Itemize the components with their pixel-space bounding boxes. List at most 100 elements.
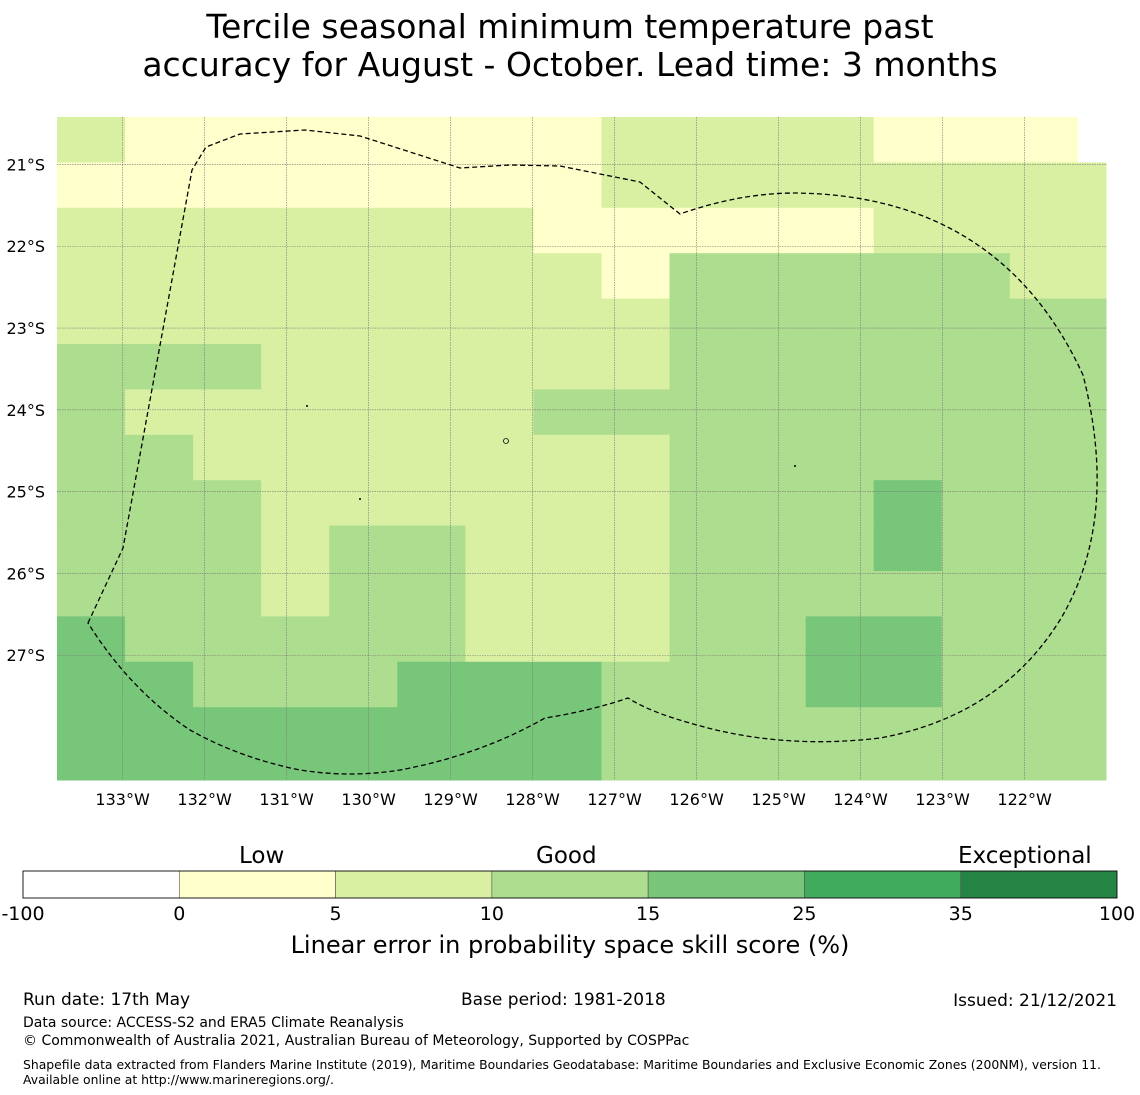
grid-cell [737,117,807,163]
grid-cell [737,298,807,345]
grid-cell [873,162,943,209]
grid-cell [1077,162,1107,209]
grid-cell [737,480,807,527]
grid-cell [669,616,739,663]
island-mark [306,405,308,407]
grid-cell [873,117,943,163]
grid-cell [57,616,126,663]
grid-cell [533,434,602,481]
grid-cell [941,480,1011,527]
grid-cell [805,707,875,754]
grid-cell [397,253,466,300]
grid-cell [57,162,126,209]
grid-cell [941,525,1011,572]
grid-cell [669,253,739,300]
grid-cell [193,480,262,527]
grid-cell [465,298,534,345]
grid-cell [1077,389,1107,436]
grid-cell [601,570,671,617]
colorbar-tick: 5 [329,903,342,925]
longitude-label: 130°W [341,790,396,809]
grid-cell [397,525,466,572]
map-title-line-1: Tercile seasonal minimum temperature pas… [206,7,934,46]
grid-cell [805,752,875,781]
grid-cell [941,707,1011,754]
island-mark [503,438,509,444]
copyright: © Commonwealth of Australia 2021, Austra… [23,1033,690,1049]
grid-cell [397,707,466,754]
grid-cell [1077,480,1107,527]
grid-cell [329,298,398,345]
grid-cell [669,752,739,781]
grid-cell [397,162,466,209]
grid-cell [329,707,398,754]
grid-cell [737,525,807,572]
island-mark [794,465,796,467]
grid-cell [805,207,875,254]
grid-cell [941,616,1011,663]
longitude-label: 126°W [669,790,724,809]
grid-cell [669,525,739,572]
grid-cell [1009,616,1079,663]
colorbar-segment [804,870,962,899]
grid-cell [737,162,807,209]
grid-cell [261,525,330,572]
longitude-label: 125°W [751,790,806,809]
grid-cell [737,434,807,481]
grid-cell [1009,434,1079,481]
grid-cell [533,162,602,209]
grid-cell [465,480,534,527]
grid-cell [669,298,739,345]
grid-cell [397,570,466,617]
grid-cell [329,343,398,390]
skill-grid-cells [57,117,1107,781]
grid-cell [805,117,875,163]
grid-cell [941,343,1011,390]
grid-cell [941,298,1011,345]
grid-cell [1077,207,1107,254]
grid-cell [57,117,126,163]
grid-cell [601,616,671,663]
grid-cell [193,117,262,163]
longitude-label: 133°W [95,790,150,809]
grid-cell [669,707,739,754]
grid-cell [1009,298,1079,345]
grid-cell [1009,389,1079,436]
grid-cell [261,707,330,754]
colorbar-segment [178,870,336,899]
grid-cell [57,434,126,481]
colorbar-segment [647,870,805,899]
colorbar-tick: 35 [948,903,973,925]
grid-cell [601,434,671,481]
grid-cell [261,162,330,209]
grid-cell [1009,343,1079,390]
grid-cell [329,480,398,527]
grid-cell [601,661,671,708]
grid-cell [125,434,194,481]
longitude-label: 131°W [259,790,314,809]
grid-cell [465,389,534,436]
grid-cell [125,480,194,527]
grid-cell [329,117,398,163]
colorbar-tick: -100 [1,903,45,925]
grid-cell [329,389,398,436]
grid-cell [57,298,126,345]
latitude-label: 21°S [6,155,45,174]
grid-cell [329,207,398,254]
grid-cell [465,343,534,390]
longitude-label: 122°W [997,790,1052,809]
colorbar-word-low: Low [239,843,285,869]
grid-cell [193,253,262,300]
longitude-label: 127°W [587,790,642,809]
longitude-label: 132°W [177,790,232,809]
colorbar-word-exceptional: Exceptional [958,843,1092,869]
grid-cell [1077,707,1107,754]
grid-cell [1009,480,1079,527]
grid-cell [533,570,602,617]
grid-cell [125,207,194,254]
grid-cell [261,570,330,617]
colorbar-segment [491,870,649,899]
grid-cell [57,343,126,390]
grid-cell [465,525,534,572]
grid-cell [125,707,194,754]
